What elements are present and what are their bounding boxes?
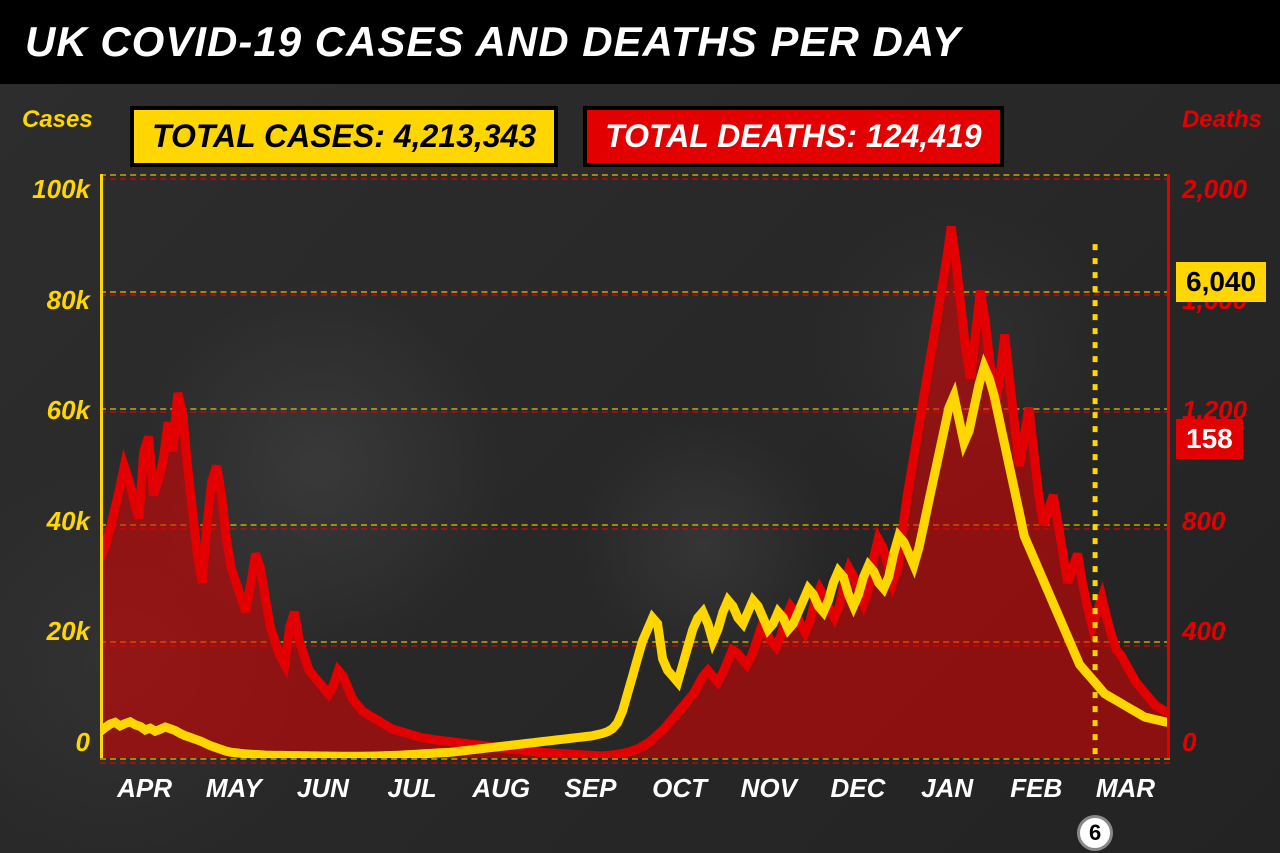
x-tick-label: MAR	[1081, 773, 1170, 813]
x-tick-label: SEP	[546, 773, 635, 813]
y-tick-left: 0	[10, 727, 90, 758]
totals-row: TOTAL CASES: 4,213,343 TOTAL DEATHS: 124…	[130, 106, 1004, 167]
axis-left	[100, 174, 103, 758]
y-tick-left: 20k	[10, 616, 90, 647]
total-cases-badge: TOTAL CASES: 4,213,343	[130, 106, 558, 167]
chart-title: UK COVID-19 CASES AND DEATHS PER DAY	[0, 0, 1280, 84]
date-marker: 6	[1077, 815, 1113, 851]
y-axis-left-title: Cases	[22, 106, 93, 134]
x-tick-label: DEC	[813, 773, 902, 813]
data-lines-svg	[100, 174, 1170, 758]
plot-region	[100, 174, 1170, 758]
x-tick-label: APR	[100, 773, 189, 813]
y-tick-left: 60k	[10, 395, 90, 426]
x-axis-labels: APRMAYJUNJULAUGSEPOCTNOVDECJANFEBMAR	[100, 773, 1170, 813]
x-tick-label: NOV	[724, 773, 813, 813]
x-tick-label: JAN	[903, 773, 992, 813]
y-tick-right: 800	[1182, 506, 1262, 537]
total-deaths-badge: TOTAL DEATHS: 124,419	[583, 106, 1003, 167]
y-ticks-left: 100k 80k 60k 40k 20k 0	[10, 174, 90, 758]
y-tick-right: 400	[1182, 616, 1262, 647]
x-tick-label: JUN	[278, 773, 367, 813]
y-axis-right-title: Deaths	[1182, 106, 1262, 134]
y-tick-right: 2,000	[1182, 174, 1262, 205]
final-cases-badge: 6,040	[1176, 262, 1266, 302]
y-tick-left: 100k	[10, 174, 90, 205]
chart-area: Cases Deaths TOTAL CASES: 4,213,343 TOTA…	[0, 84, 1280, 853]
y-tick-right: 0	[1182, 727, 1262, 758]
x-tick-label: MAY	[189, 773, 278, 813]
chart-container: UK COVID-19 CASES AND DEATHS PER DAY Cas…	[0, 0, 1280, 853]
axis-right	[1167, 174, 1170, 758]
x-tick-label: JUL	[368, 773, 457, 813]
y-tick-left: 40k	[10, 506, 90, 537]
x-tick-label: AUG	[457, 773, 546, 813]
final-deaths-badge: 158	[1176, 419, 1243, 459]
x-tick-label: OCT	[635, 773, 724, 813]
x-tick-label: FEB	[992, 773, 1081, 813]
y-tick-left: 80k	[10, 285, 90, 316]
